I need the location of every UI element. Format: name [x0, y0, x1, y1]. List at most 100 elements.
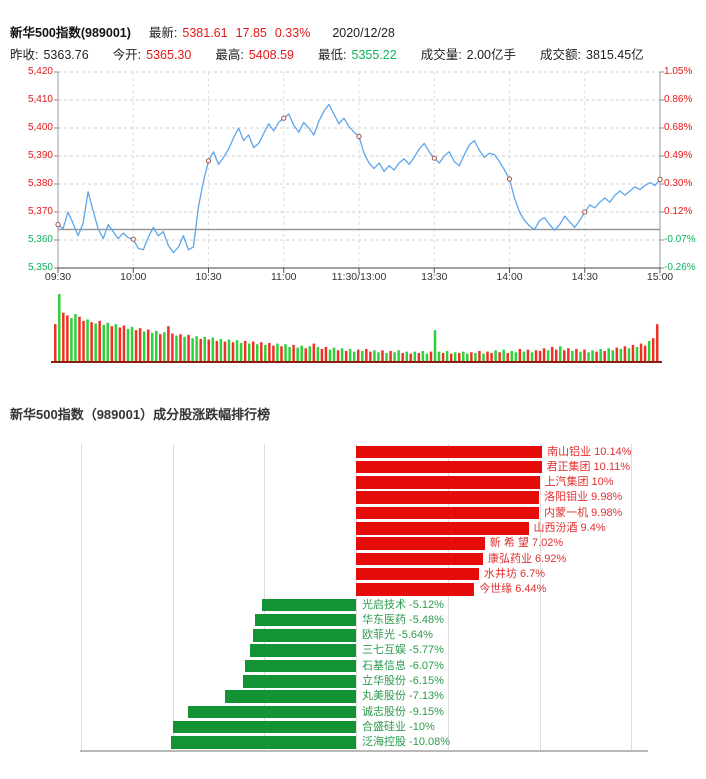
volume-bar: [130, 326, 134, 361]
volume-bar: [195, 336, 198, 361]
quote-header-line1: 新华500指数(989001) 最新: 5381.61 17.85 0.33% …: [10, 22, 644, 44]
y-axis-pct-label: 0.68%: [664, 122, 693, 133]
volume-bar: [389, 350, 392, 361]
y-axis-pct-label: 0.12%: [664, 206, 693, 217]
volume-value: 2.00亿手: [466, 48, 517, 62]
volume-bar: [490, 352, 493, 361]
volume-bar: [655, 324, 659, 361]
volume-bar: [300, 345, 303, 361]
volume-bar: [179, 334, 182, 361]
volume-bar: [409, 353, 413, 361]
volume-bar: [114, 324, 118, 361]
volume-bar: [453, 352, 457, 361]
volume-bar: [445, 350, 449, 361]
volume-bar: [90, 322, 93, 361]
volume-bar: [211, 337, 215, 361]
volume-bar: [191, 338, 194, 361]
ranking-label: 三七互娱 -5.77%: [362, 644, 444, 657]
latest-value: 5381.61: [182, 26, 228, 40]
volume-bar: [163, 332, 166, 361]
volume-bar: [251, 341, 255, 361]
ranking-label: 君正集团 10.11%: [546, 460, 631, 473]
volume-bar: [268, 342, 271, 361]
interval-marker: [657, 176, 663, 183]
x-axis-time-label: 09:30: [44, 271, 72, 283]
volume-bar: [150, 332, 154, 361]
volume-bar: [78, 316, 81, 361]
ranking-label: 立华股份 -6.15%: [362, 675, 444, 687]
turnover-value: 3815.45亿: [586, 48, 644, 62]
volume-bar: [546, 350, 550, 361]
ranking-bar: [356, 476, 540, 489]
ranking-chart: 南山铝业 10.14% 君正集团 10.11% 上汽集团 10% 洛阳钼业 9.98%…: [80, 444, 648, 752]
volume-bar: [352, 351, 356, 361]
volume-bar: [247, 343, 251, 361]
volume-bar: [336, 350, 340, 361]
volume-bar: [635, 346, 639, 361]
volume-bar: [615, 347, 619, 361]
ranking-bar: [356, 491, 540, 504]
ranking-label: 欧菲光 -5.64%: [362, 629, 433, 642]
ranking-bar: [172, 720, 356, 734]
volume-bar: [183, 336, 186, 361]
volume-bar: [534, 350, 538, 361]
volume-bar: [328, 349, 332, 361]
ranking-title: 新华500指数（989001）成分股涨跌幅排行榜: [10, 407, 271, 422]
low-label: 最低:: [318, 48, 347, 62]
volume-bar: [344, 350, 348, 361]
ranking-gridline: [264, 444, 266, 750]
volume-bar: [94, 323, 97, 361]
ranking-bar: [244, 659, 356, 673]
volume-bar: [506, 352, 509, 361]
prev-close-value: 5363.76: [43, 48, 89, 62]
interval-marker: [582, 209, 588, 215]
volume-bar: [98, 320, 101, 361]
volume-bar: [215, 340, 219, 361]
volume-bar: [550, 346, 554, 361]
high-label: 最高:: [215, 48, 244, 62]
ranking-bar: [188, 705, 356, 719]
ranking-bar: [356, 506, 540, 520]
ranking-label: 新 希 望 7.02%: [489, 537, 564, 550]
volume-bar: [357, 349, 360, 361]
volume-bar: [102, 324, 105, 361]
interval-marker: [205, 158, 212, 164]
volume-bar: [203, 336, 206, 361]
volume-bar: [86, 319, 89, 361]
volume-bar: [502, 349, 505, 361]
ranking-gridline: [447, 444, 449, 750]
ranking-gridline: [356, 444, 357, 750]
volume-bar: [393, 352, 396, 361]
prev-close-label: 昨收:: [10, 48, 39, 62]
volume-bar: [425, 353, 429, 361]
volume-bar: [146, 329, 150, 361]
volume-bar: [385, 352, 388, 361]
volume-bar: [530, 352, 534, 361]
volume-bar: [126, 328, 130, 361]
x-axis-time-label: 11:00: [271, 271, 297, 283]
x-axis-time-label: 13:30: [421, 271, 448, 283]
volume-bar: [575, 348, 578, 361]
ranking-bar: [356, 583, 475, 596]
volume-bar: [514, 352, 518, 361]
volume-bar: [421, 350, 425, 361]
y-axis-price-label: 5,360: [27, 234, 53, 245]
ranking-gridline: [631, 444, 633, 750]
y-axis-price-label: 5,420: [27, 66, 53, 77]
y-axis-pct-label: 0.86%: [664, 94, 693, 105]
volume-bar: [70, 318, 73, 361]
ranking-label: 水井坊 6.7%: [483, 567, 546, 580]
volume-bar: [591, 350, 594, 361]
volume-bar: [522, 351, 526, 361]
volume-bar: [296, 347, 299, 361]
volume-bar: [498, 352, 501, 361]
volume-bar: [361, 350, 364, 361]
x-axis-time-label: 11:30/13:00: [331, 271, 387, 283]
volume-bar: [308, 346, 312, 361]
high-value: 5408.59: [248, 48, 295, 62]
ranking-label: 山西汾酒 9.4%: [533, 522, 606, 534]
y-axis-price-label: 5,400: [27, 122, 53, 133]
volume-bar: [239, 342, 243, 361]
volume-bar: [538, 350, 542, 361]
volume-bar: [138, 328, 142, 361]
